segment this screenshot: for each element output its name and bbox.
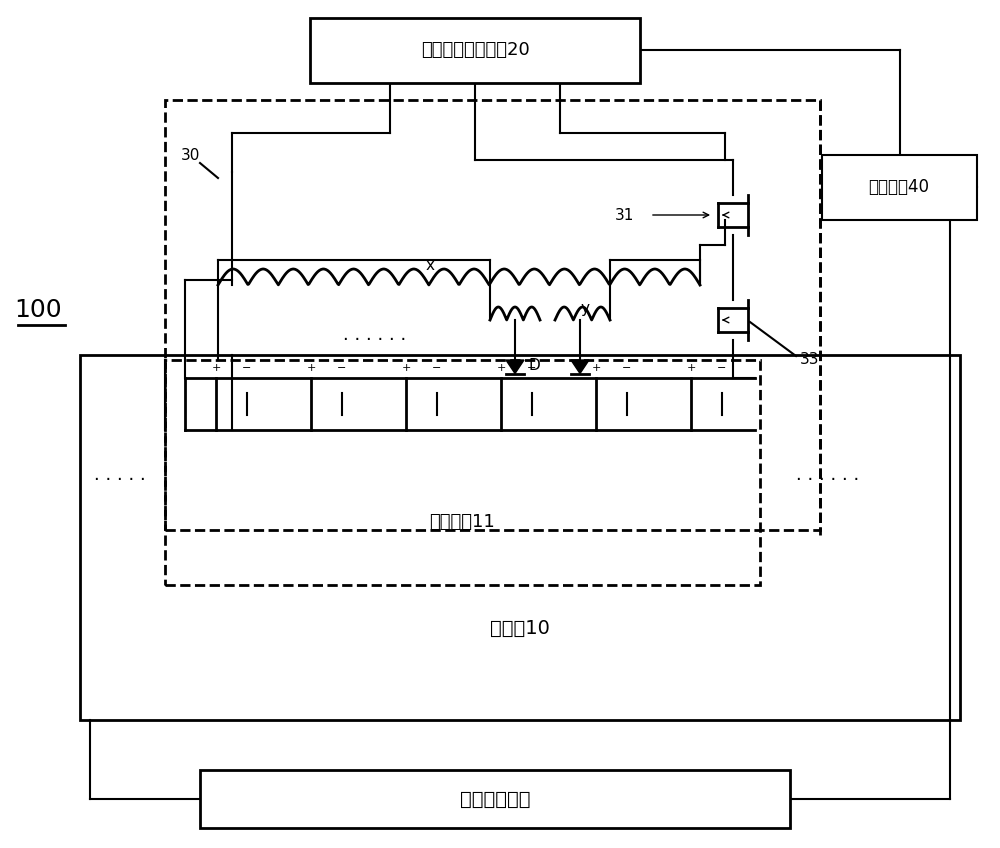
Text: +: + xyxy=(496,363,506,373)
Text: 31: 31 xyxy=(615,208,634,222)
Bar xyxy=(165,360,760,585)
Text: · · · · · ·: · · · · · · xyxy=(796,471,860,489)
Text: 33: 33 xyxy=(800,353,820,367)
Text: x: x xyxy=(426,258,434,272)
Text: 整车高压回路: 整车高压回路 xyxy=(460,789,530,808)
Text: 电池包10: 电池包10 xyxy=(490,619,550,639)
Bar xyxy=(80,355,960,720)
Text: · · · · ·: · · · · · xyxy=(94,471,146,489)
Text: −: − xyxy=(717,363,727,373)
Text: 控制模块40: 控制模块40 xyxy=(868,178,930,196)
Text: 外部辅助均衡模块20: 外部辅助均衡模块20 xyxy=(421,41,529,59)
Text: 30: 30 xyxy=(180,148,200,163)
Bar xyxy=(822,155,977,220)
Text: −: − xyxy=(432,363,442,373)
Text: · · · · · ·: · · · · · · xyxy=(343,331,407,349)
Text: −: − xyxy=(337,363,347,373)
Bar xyxy=(165,100,820,530)
Polygon shape xyxy=(571,360,589,373)
Text: +: + xyxy=(686,363,696,373)
Text: −: − xyxy=(622,363,632,373)
Polygon shape xyxy=(506,360,524,373)
Text: +: + xyxy=(591,363,601,373)
Bar xyxy=(200,770,790,828)
Text: +: + xyxy=(306,363,316,373)
Text: +: + xyxy=(401,363,411,373)
Text: 100: 100 xyxy=(14,298,62,322)
Text: +: + xyxy=(211,363,221,373)
Text: −: − xyxy=(242,363,252,373)
Text: D: D xyxy=(529,358,541,372)
Text: y: y xyxy=(580,300,590,315)
Text: 电池模组11: 电池模组11 xyxy=(429,513,495,531)
Text: −: − xyxy=(527,363,537,373)
Bar xyxy=(310,18,640,83)
